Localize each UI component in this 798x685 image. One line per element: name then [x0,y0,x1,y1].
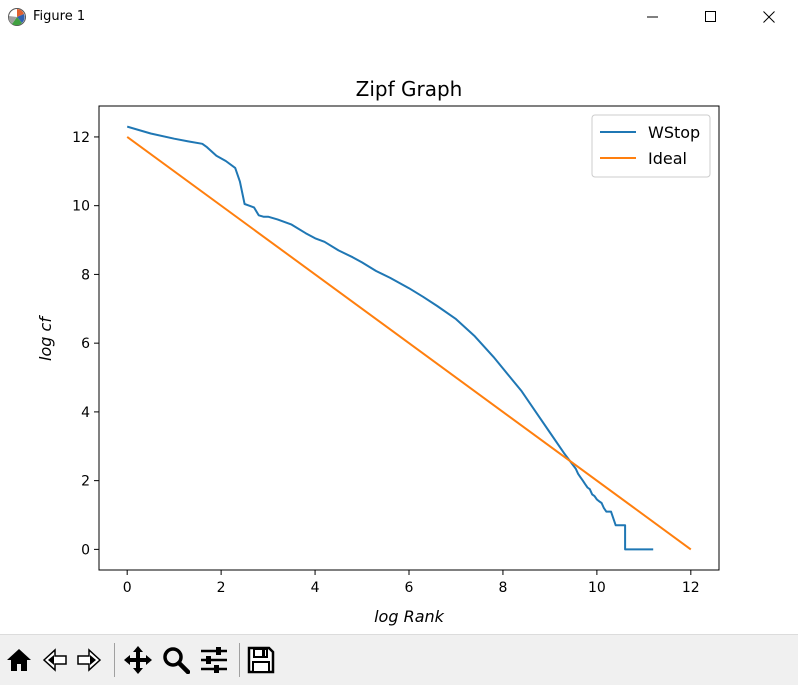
close-icon [763,11,775,23]
save-button[interactable] [244,641,278,679]
forward-icon [77,648,102,672]
x-tick-label: 2 [217,580,226,596]
y-tick-label: 12 [72,130,90,146]
matplotlib-icon [8,8,26,26]
window-titlebar: Figure 1 [0,0,798,34]
series-line-ideal [126,136,692,551]
legend: WStop Ideal [591,114,711,178]
x-tick-label: 6 [405,580,414,596]
y-tick-label: 2 [81,474,90,490]
navigation-toolbar [0,634,798,685]
toolbar-separator [239,643,240,677]
x-tick-label: 12 [682,580,700,596]
x-tick-label: 4 [311,580,320,596]
x-tick-label: 10 [588,580,606,596]
configure-subplots-icon [201,647,227,673]
x-axis-label: log Rank [374,607,445,626]
toolbar-separator [114,643,115,677]
home-button[interactable] [2,641,36,679]
y-axis-label: log cf [36,315,55,361]
x-axis: 0 2 4 6 8 10 12 [123,570,700,596]
window-title: Figure 1 [33,9,86,24]
figure-canvas[interactable]: Zipf Graph 0 2 4 6 8 10 12 0 2 4 6 8 10 12 log Rank … [0,34,798,634]
maximize-icon [705,11,716,22]
configure-subplots-button[interactable] [197,641,231,679]
y-axis: 0 2 4 6 8 10 12 [72,130,99,558]
x-tick-label: 8 [498,580,507,596]
y-tick-label: 0 [81,542,90,558]
maximize-button[interactable] [682,0,740,34]
legend-box [591,114,711,178]
minimize-button[interactable] [624,0,682,34]
pan-button[interactable] [121,641,155,679]
y-tick-label: 6 [81,336,90,352]
back-icon [42,648,67,672]
home-icon [7,649,31,671]
x-tick-label: 0 [123,580,132,596]
save-icon [247,646,275,674]
back-button[interactable] [38,641,72,679]
minimize-icon [647,16,658,18]
y-tick-label: 8 [81,267,90,283]
y-tick-label: 10 [72,199,90,215]
pan-icon [124,646,152,674]
forward-button[interactable] [72,641,106,679]
close-button[interactable] [740,0,798,34]
y-tick-label: 4 [81,405,90,421]
zoom-icon [163,647,190,674]
chart-title: Zipf Graph [356,77,463,101]
zoom-button[interactable] [159,641,193,679]
legend-label: WStop [648,123,700,142]
series-line-wstop [126,125,654,551]
legend-label: Ideal [648,149,687,168]
